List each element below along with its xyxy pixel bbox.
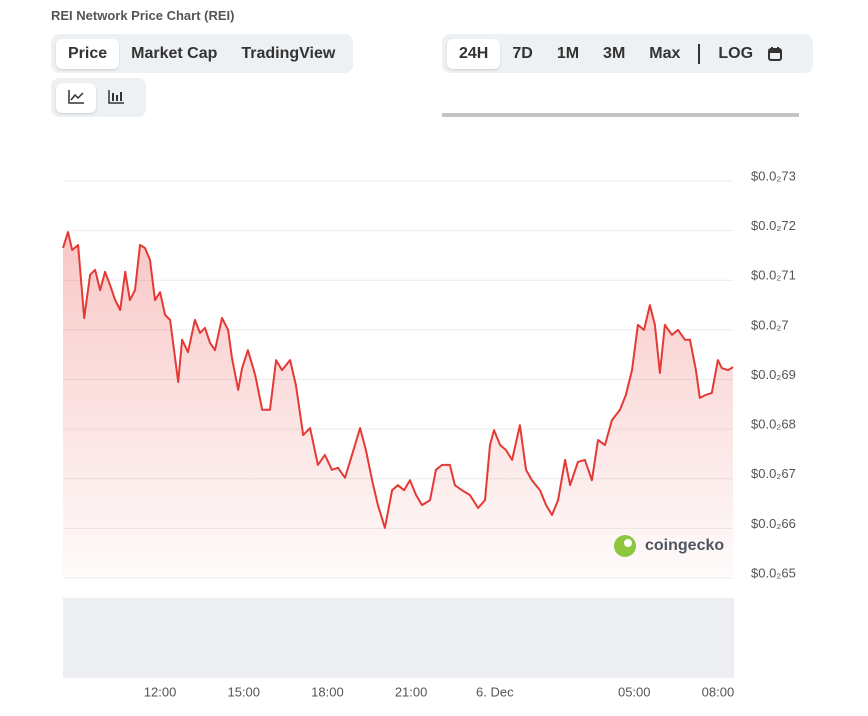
tab[interactable]: TradingView [241, 44, 336, 62]
tab[interactable]: 7D [512, 44, 533, 62]
y-tick-label: $0.0₂67 [751, 466, 796, 481]
watermark: coingecko [645, 537, 724, 554]
logo-eye [624, 539, 632, 547]
x-tick-label: 08:00 [702, 684, 735, 699]
tab[interactable]: 3M [603, 44, 626, 62]
tab[interactable]: Price [56, 38, 120, 69]
candle-chart-button[interactable] [96, 83, 136, 113]
tab[interactable]: 24H [447, 38, 501, 69]
calendar-icon[interactable] [765, 44, 785, 64]
y-tick-label: $0.0₂7 [751, 317, 789, 332]
x-tick-label: 6. Dec [476, 684, 514, 699]
y-tick-label: $0.0₂73 [751, 168, 796, 183]
volume-background [63, 598, 734, 678]
y-tick-label: $0.0₂66 [751, 516, 796, 531]
price-line [62, 231, 734, 529]
line-icon [68, 90, 84, 105]
tab[interactable]: LOG [718, 44, 754, 62]
y-tick-label: $0.0₂71 [751, 268, 796, 283]
tab[interactable]: Market Cap [131, 44, 218, 62]
candle-icon [108, 90, 124, 105]
y-tick-label: $0.0₂72 [751, 218, 796, 233]
x-tick-label: 21:00 [395, 684, 428, 699]
x-tick-label: 18:00 [311, 684, 344, 699]
y-tick-label: $0.0₂65 [751, 565, 796, 580]
range-tabs: 24H 7D 1M 3M Max LOG [442, 34, 813, 73]
line-chart-button[interactable] [56, 82, 96, 113]
x-tick-label: 12:00 [144, 684, 177, 699]
navigator-bar [442, 113, 799, 117]
area-fill [63, 232, 733, 578]
y-tick-label: $0.0₂69 [751, 367, 796, 382]
view-tabs: Price Market Cap TradingView [51, 34, 353, 73]
separator [698, 43, 701, 64]
x-tick-label: 05:00 [618, 684, 651, 699]
y-tick-label: $0.0₂68 [751, 417, 796, 432]
logo [614, 535, 636, 557]
chart-title: REI Network Price Chart (REI) [51, 8, 235, 23]
x-tick-label: 15:00 [227, 684, 260, 699]
chart-type-toggle [51, 78, 146, 117]
tab[interactable]: 1M [556, 44, 580, 62]
tab[interactable]: Max [649, 44, 681, 62]
